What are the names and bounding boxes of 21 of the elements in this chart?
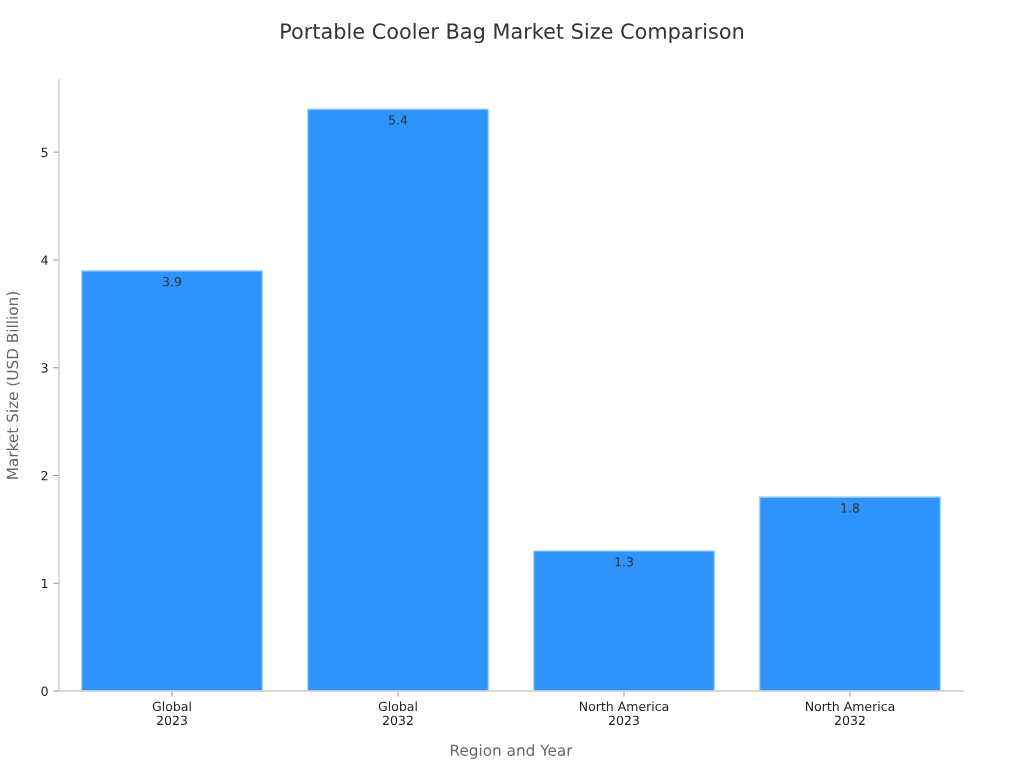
y-tick-label: 4 — [41, 255, 48, 265]
data-label: 3.9 — [163, 276, 182, 287]
chart-title: Portable Cooler Bag Market Size Comparison — [281, 22, 744, 44]
data-label: 1.3 — [615, 557, 633, 567]
bar — [758, 496, 942, 691]
x-tick-label: Global 2023 — [152, 701, 191, 726]
y-tick-label: 5 — [41, 147, 48, 158]
data-label: 1.8 — [841, 503, 860, 513]
x-tick-label: North America 2032 — [805, 701, 895, 726]
data-label: 5.4 — [389, 115, 408, 125]
bar — [306, 108, 490, 691]
y-axis-title: Market Size (USD Billion) — [6, 292, 21, 479]
x-tick-label: Global 2032 — [378, 701, 417, 726]
bar — [80, 270, 264, 691]
y-tick-label: 1 — [42, 578, 48, 588]
x-axis-title: Region and Year — [450, 744, 573, 759]
bar — [532, 550, 716, 691]
y-tick-label: 2 — [41, 470, 48, 481]
x-tick-label: North America 2023 — [579, 701, 669, 726]
y-tick-label: 0 — [41, 686, 48, 696]
y-tick-label: 3 — [41, 363, 48, 373]
